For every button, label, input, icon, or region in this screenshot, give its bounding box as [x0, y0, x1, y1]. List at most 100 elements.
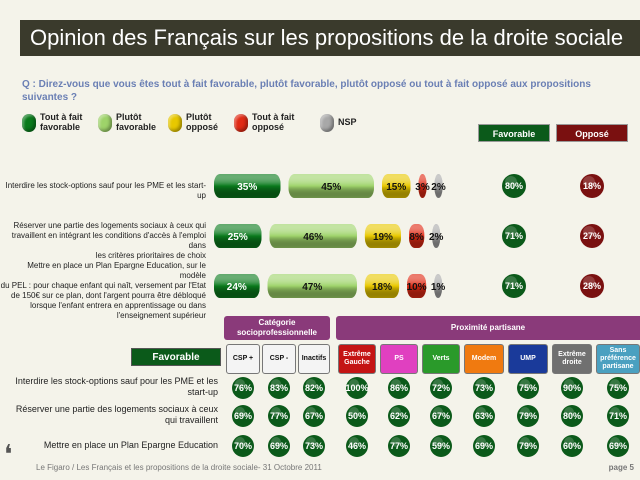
legend-label: Plutôt favorable	[116, 112, 157, 132]
breakdown-value-label: 69%	[234, 411, 252, 421]
breakdown-circle-shine	[271, 379, 281, 389]
breakdown-circle-shine	[476, 437, 486, 447]
breakdown-circle	[607, 435, 629, 457]
breakdown-circle	[346, 405, 368, 427]
bar-shade	[409, 224, 425, 248]
breakdown-value-label: 67%	[305, 411, 323, 421]
breakdown-circle	[388, 435, 410, 457]
breakdown-column-header: UMP	[508, 344, 548, 374]
footer-source: Le Figaro / Les Français et les proposit…	[36, 463, 322, 472]
legend-label: Plutôt opposé	[186, 112, 219, 132]
summary-circle	[580, 224, 604, 248]
breakdown-value-label: 70%	[234, 441, 252, 451]
bar-shade	[382, 174, 411, 198]
breakdown-circle-shine	[235, 437, 245, 447]
breakdown-circle-shine	[610, 437, 620, 447]
legend-swatch	[168, 114, 182, 132]
bar-shade	[288, 174, 374, 198]
breakdown-circle	[303, 405, 325, 427]
summary-value-label: 18%	[583, 181, 601, 191]
breakdown-circle	[268, 377, 290, 399]
summary-value-label: 71%	[505, 281, 523, 291]
bar-value-label: 24%	[227, 282, 247, 293]
breakdown-value-label: 90%	[563, 383, 581, 393]
breakdown-value-label: 86%	[390, 383, 408, 393]
breakdown-column-header: PS	[380, 344, 418, 374]
breakdown-circle	[561, 435, 583, 457]
breakdown-circle	[473, 405, 495, 427]
bar-shade	[407, 274, 427, 298]
breakdown-circle	[232, 435, 254, 457]
legend-label: Tout à fait favorable	[40, 112, 83, 132]
breakdown-value-label: 83%	[270, 383, 288, 393]
breakdown-circle-shine	[520, 407, 530, 417]
summary-circle-shine	[583, 226, 595, 238]
bar-shade	[214, 224, 262, 248]
breakdown-circle	[561, 405, 583, 427]
bar-row-label: Interdire les stock-options sauf pour le…	[5, 181, 206, 200]
page-number: page 5	[608, 463, 634, 472]
bar-value-label: 46%	[303, 232, 323, 243]
breakdown-circle	[268, 435, 290, 457]
breakdown-circle-shine	[391, 407, 401, 417]
breakdown-value-label: 69%	[475, 441, 493, 451]
bar-value-label: 10%	[407, 282, 427, 293]
breakdown-value-label: 63%	[475, 411, 493, 421]
partisan-group-header: Proximité partisane	[336, 316, 640, 340]
breakdown-circle-shine	[610, 407, 620, 417]
chart-legend: Tout à fait favorable Plutôt favorable Plutô…	[22, 111, 382, 135]
breakdown-circle-shine	[433, 379, 443, 389]
breakdown-value-label: 73%	[305, 441, 323, 451]
breakdown-circle-shine	[271, 437, 281, 447]
breakdown-row-label: Réserver une partie des logements sociau…	[15, 404, 218, 425]
breakdown-value-label: 69%	[609, 441, 627, 451]
breakdown-column-header: Verts	[422, 344, 460, 374]
breakdown-value-label: 69%	[270, 441, 288, 451]
bar-shade	[267, 274, 357, 298]
legend-swatch	[320, 114, 334, 132]
bar-value-label: 3%	[415, 182, 430, 193]
breakdown-value-label: 50%	[348, 411, 366, 421]
oppose-header: Opposé	[556, 124, 628, 142]
breakdown-value-label: 77%	[390, 441, 408, 451]
breakdown-circle	[346, 377, 368, 399]
breakdown-value-label: 46%	[348, 441, 366, 451]
breakdown-value-label: 79%	[519, 441, 537, 451]
breakdown-value-label: 60%	[563, 441, 581, 451]
summary-circle-shine	[583, 276, 595, 288]
breakdown-circle	[473, 377, 495, 399]
bar-shade	[364, 274, 400, 298]
legend-label: NSP	[338, 117, 357, 127]
breakdown-circle-shine	[349, 379, 359, 389]
summary-circle	[502, 274, 526, 298]
breakdown-circle	[607, 377, 629, 399]
breakdown-circle	[473, 435, 495, 457]
bar-shade	[214, 274, 260, 298]
breakdown-circle	[607, 405, 629, 427]
breakdown-circle	[232, 377, 254, 399]
breakdown-circle-shine	[520, 437, 530, 447]
summary-value-label: 80%	[505, 181, 523, 191]
breakdown-column-header: Inactifs	[298, 344, 330, 374]
breakdown-column-header: CSP -	[262, 344, 296, 374]
breakdown-value-label: 76%	[234, 383, 252, 393]
breakdown-circle	[346, 435, 368, 457]
legend-swatch	[98, 114, 112, 132]
bar-value-label: 8%	[409, 232, 424, 243]
breakdown-circle-shine	[235, 407, 245, 417]
breakdown-circle	[517, 435, 539, 457]
breakdown-column-header: Extrême droite	[552, 344, 592, 374]
breakdown-row-label: Mettre en place un Plan Epargne Educatio…	[43, 440, 218, 450]
breakdown-value-label: 59%	[432, 441, 450, 451]
summary-circle	[502, 224, 526, 248]
bar-value-label: 47%	[302, 282, 322, 293]
survey-question: Q : Direz-vous que vous êtes tout à fait…	[22, 79, 591, 103]
breakdown-circle-shine	[610, 379, 620, 389]
breakdown-circle	[388, 377, 410, 399]
breakdown-circle-shine	[391, 379, 401, 389]
bar-value-label: 15%	[386, 182, 406, 193]
breakdown-value-label: 80%	[563, 411, 581, 421]
summary-value-label: 27%	[583, 231, 601, 241]
breakdown-circle	[303, 377, 325, 399]
breakdown-circle-shine	[306, 379, 316, 389]
